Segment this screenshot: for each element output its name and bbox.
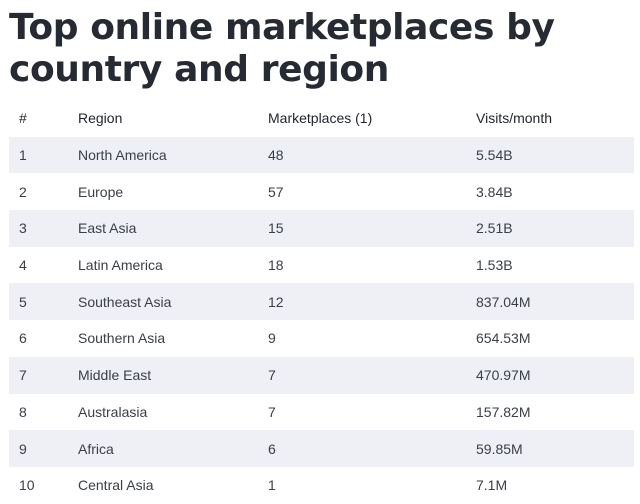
cell-region: Southeast Asia — [78, 293, 172, 310]
cell-region: Europe — [78, 183, 124, 200]
cell-marketplaces: 48 — [268, 147, 284, 164]
cell-rank: 8 — [19, 403, 27, 420]
table-row: 4 Latin America 18 1.53B — [9, 246, 634, 284]
cell-marketplaces: 7 — [268, 403, 276, 420]
header-region: Region — [78, 110, 123, 127]
header-visits: Visits/month — [476, 110, 552, 127]
table-row: 5 Southeast Asia 12 837.04M — [9, 283, 634, 321]
cell-visits: 837.04M — [476, 293, 531, 310]
cell-marketplaces: 57 — [268, 183, 284, 200]
cell-marketplaces: 15 — [268, 220, 284, 237]
cell-marketplaces: 18 — [268, 257, 284, 274]
cell-visits: 3.84B — [476, 183, 513, 200]
cell-rank: 3 — [19, 220, 27, 237]
cell-rank: 4 — [19, 257, 27, 274]
cell-marketplaces: 6 — [268, 440, 276, 457]
cell-marketplaces: 7 — [268, 367, 276, 384]
table-row: 7 Middle East 7 470.97M — [9, 356, 634, 394]
marketplaces-table: # Region Marketplaces (1) Visits/month 1… — [9, 100, 634, 504]
cell-rank: 2 — [19, 183, 27, 200]
table-row: 10 Central Asia 1 7.1M — [9, 466, 634, 504]
cell-visits: 59.85M — [476, 440, 523, 457]
cell-rank: 10 — [19, 477, 35, 494]
table-row: 3 East Asia 15 2.51B — [9, 210, 634, 247]
cell-visits: 157.82M — [476, 403, 531, 420]
cell-visits: 470.97M — [476, 367, 531, 384]
table-row: 8 Australasia 7 157.82M — [9, 393, 634, 431]
cell-region: Australasia — [78, 403, 148, 420]
cell-marketplaces: 12 — [268, 293, 284, 310]
cell-rank: 5 — [19, 293, 27, 310]
cell-visits: 5.54B — [476, 147, 513, 164]
cell-rank: 7 — [19, 367, 27, 384]
cell-region: East Asia — [78, 220, 137, 237]
cell-rank: 9 — [19, 440, 27, 457]
cell-rank: 6 — [19, 330, 27, 347]
cell-rank: 1 — [19, 147, 27, 164]
table-row: 1 North America 48 5.54B — [9, 136, 634, 174]
page-title: Top online marketplaces by country and r… — [9, 7, 555, 90]
cell-region: Middle East — [78, 367, 152, 384]
table-header-row: # Region Marketplaces (1) Visits/month — [9, 100, 634, 137]
table-row: 6 Southern Asia 9 654.53M — [9, 320, 634, 357]
cell-marketplaces: 9 — [268, 330, 276, 347]
table-row: 2 Europe 57 3.84B — [9, 173, 634, 211]
cell-region: Central Asia — [78, 477, 154, 494]
cell-region: Southern Asia — [78, 330, 166, 347]
cell-visits: 2.51B — [476, 220, 513, 237]
cell-visits: 654.53M — [476, 330, 531, 347]
cell-region: Latin America — [78, 257, 163, 274]
cell-region: Africa — [78, 440, 114, 457]
cell-region: North America — [78, 147, 167, 164]
table-row: 9 Africa 6 59.85M — [9, 430, 634, 467]
header-rank: # — [19, 110, 27, 127]
header-marketplaces: Marketplaces (1) — [268, 110, 373, 127]
cell-visits: 1.53B — [476, 257, 513, 274]
cell-marketplaces: 1 — [268, 477, 276, 494]
cell-visits: 7.1M — [476, 477, 508, 494]
